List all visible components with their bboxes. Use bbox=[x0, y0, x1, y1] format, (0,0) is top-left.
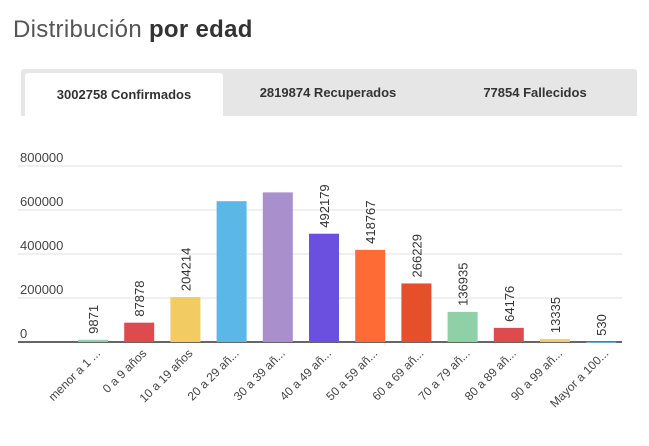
data-label: 136935 bbox=[456, 262, 471, 305]
y-tick-label: 200000 bbox=[20, 282, 63, 297]
x-tick-label: 0 a 9 años bbox=[100, 346, 150, 396]
data-label: 9871 bbox=[86, 305, 101, 334]
data-label: 87878 bbox=[132, 281, 147, 317]
tab-bar: 3002758 Confirmados 2819874 Recuperados … bbox=[21, 69, 637, 116]
y-tick-label: 600000 bbox=[20, 194, 63, 209]
bar bbox=[170, 297, 201, 342]
y-tick-label: 400000 bbox=[20, 238, 63, 253]
tab-fallecidos[interactable]: 77854 Fallecidos bbox=[483, 85, 587, 100]
y-tick-label: 800000 bbox=[20, 150, 63, 165]
bar bbox=[401, 283, 432, 342]
bar bbox=[309, 233, 339, 342]
bar bbox=[124, 322, 155, 342]
data-label: 492179 bbox=[317, 184, 332, 227]
bar bbox=[78, 339, 108, 342]
bar bbox=[216, 201, 247, 342]
data-label: 418767 bbox=[363, 200, 378, 243]
age-distribution-chart: 800000 600000 400000 200000 0 9871 menor a 1 .… bbox=[18, 150, 622, 410]
title-bold: por edad bbox=[148, 16, 253, 43]
bar bbox=[447, 311, 478, 342]
data-label: 266229 bbox=[409, 234, 424, 277]
tab-recuperados[interactable]: 2819874 Recuperados bbox=[259, 85, 397, 100]
data-label: 204214 bbox=[178, 248, 193, 291]
data-label: 13335 bbox=[548, 297, 563, 333]
page-title: Distribución por edad bbox=[13, 16, 253, 44]
y-tick-label: 0 bbox=[20, 326, 27, 341]
bar bbox=[355, 249, 386, 342]
bar bbox=[540, 339, 570, 342]
data-label: 64176 bbox=[502, 286, 517, 322]
tab-confirmados[interactable]: 3002758 Confirmados bbox=[25, 73, 223, 116]
bar bbox=[493, 327, 524, 342]
title-regular: Distribución bbox=[13, 16, 142, 43]
bar bbox=[262, 192, 293, 342]
x-tick-label: menor a 1 ... bbox=[46, 346, 104, 404]
data-label: 530 bbox=[594, 314, 609, 336]
bar bbox=[586, 341, 617, 343]
